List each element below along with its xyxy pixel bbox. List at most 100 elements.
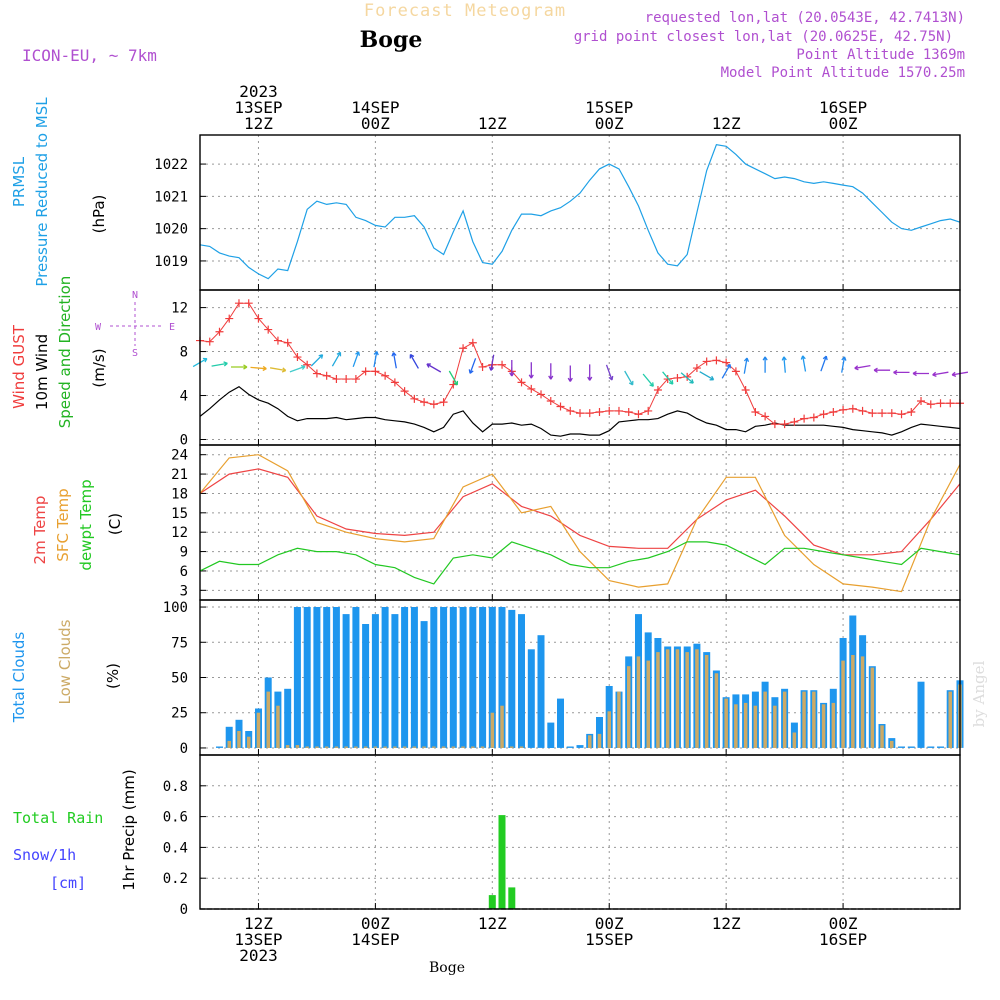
wind-arrow: [781, 356, 787, 373]
gust-marker: [829, 408, 838, 417]
low-cloud-bar: [841, 660, 845, 748]
gust-marker: [751, 408, 760, 417]
total-cloud-bar: [907, 746, 915, 748]
y-tick-label: 8: [180, 345, 188, 361]
total-cloud-bar: [518, 614, 525, 748]
low-cloud-bar: [285, 745, 290, 748]
low-cloud-bar: [597, 733, 602, 748]
y-tick-label: 50: [171, 671, 188, 687]
temp-unit: (C): [106, 513, 124, 535]
wind-arrow: [448, 370, 459, 386]
low-cloud-bar: [412, 746, 417, 748]
total-cloud-bar: [391, 614, 399, 748]
product-title: Forecast Meteogram: [364, 1, 566, 21]
low-cloud-bar: [402, 746, 407, 748]
total-cloud-bar: [420, 621, 428, 748]
prmsl-line: [199, 144, 961, 280]
total-cloud-bar: [566, 746, 574, 748]
total-cloud-bar: [527, 649, 535, 748]
pressure-unit: (hPa): [90, 195, 108, 234]
gust-marker: [780, 420, 789, 429]
watermark: by Angel: [970, 660, 988, 727]
footer-location: Boge: [429, 960, 465, 976]
wind-arrow: [231, 364, 248, 370]
gust-marker: [926, 400, 935, 409]
gust-marker: [819, 410, 828, 419]
wind-unit: (m/s): [90, 348, 108, 387]
gust-marker: [809, 413, 818, 422]
compass-rose: N S W E: [95, 290, 175, 359]
wind-arrow: [211, 361, 228, 367]
time-label-top: 2023: [239, 82, 278, 101]
low-cloud-bar: [363, 746, 368, 748]
y-tick-label: 0.4: [163, 840, 188, 856]
gust-marker: [527, 384, 536, 393]
gust-marker: [907, 408, 916, 417]
low-cloud-bar: [247, 736, 251, 748]
wind-arrow: [409, 353, 419, 369]
total-cloud-bar: [498, 607, 506, 748]
y-tick-label: 1019: [154, 254, 188, 270]
total-cloud-bar: [293, 607, 301, 748]
gust-marker: [371, 367, 380, 376]
low-cloud-bar: [393, 746, 397, 748]
y-tick-label: 25: [171, 706, 188, 722]
gust-label: Wind GUST: [10, 324, 28, 409]
gust-marker: [332, 375, 341, 384]
low-cloud-bar: [422, 746, 426, 748]
low-cloud-bar: [237, 731, 241, 748]
total-cloud-bar: [362, 624, 370, 748]
total-cloud-bar: [449, 607, 457, 748]
gust-marker: [800, 414, 809, 423]
time-label-top: 00Z: [829, 114, 858, 133]
total-cloud-bar: [488, 607, 496, 748]
cloud-unit: (%): [104, 663, 122, 689]
gust-marker: [653, 386, 662, 395]
gust-marker: [234, 299, 243, 308]
low-cloud-bar: [266, 691, 270, 748]
gust-marker: [761, 412, 770, 421]
wind-arrow: [680, 372, 694, 384]
total-cloud-bar: [410, 607, 418, 748]
low-cloud-bar: [734, 704, 738, 748]
wind-arrow: [331, 351, 342, 367]
gust-marker: [273, 336, 282, 345]
gust-marker: [576, 409, 584, 418]
compass-w: W: [95, 322, 102, 333]
low-cloud-bar: [695, 649, 699, 748]
total-cloud-bar: [917, 681, 925, 748]
low-cloud-bar: [510, 746, 514, 748]
total-cloud-bar: [479, 607, 487, 748]
gust-marker: [683, 372, 692, 381]
temp2m-label: 2m Temp: [31, 496, 49, 565]
time-label-bottom: 00Z: [595, 914, 624, 933]
gust-marker: [848, 404, 857, 413]
snow-unit: [cm]: [50, 874, 86, 892]
wind-arrow: [567, 365, 573, 382]
wind-arrow: [587, 364, 593, 381]
precip-panel: 0 0.2 0.4 0.6 0.8: [163, 754, 961, 918]
total-cloud-bar: [927, 746, 935, 748]
wind-arrow: [624, 370, 634, 386]
low-cloud-bar: [831, 702, 836, 748]
time-label-bottom: 12Z: [244, 914, 273, 933]
total-cloud-bar: [459, 607, 467, 748]
gust-marker: [946, 399, 955, 408]
low-cloud-bar: [821, 704, 826, 748]
low-cloud-bar: [948, 691, 952, 748]
gust-marker: [410, 394, 419, 403]
gust-marker: [712, 356, 721, 365]
wind-dir-label: Speed and Direction: [56, 276, 74, 429]
total-cloud-bar: [430, 607, 438, 748]
y-tick-label: 0.8: [163, 779, 188, 795]
low-cloud-bar: [432, 746, 436, 748]
time-label-bottom: 15SEP: [585, 930, 633, 949]
gust-marker: [722, 358, 731, 367]
low-cloud-bar: [880, 725, 884, 748]
gust-marker: [342, 375, 351, 384]
low-cloud-label: Low Clouds: [56, 619, 74, 704]
gust-marker: [293, 353, 302, 362]
wind-arrow: [488, 354, 495, 371]
total-cloud-bar: [557, 698, 564, 748]
gust-marker: [887, 409, 896, 418]
